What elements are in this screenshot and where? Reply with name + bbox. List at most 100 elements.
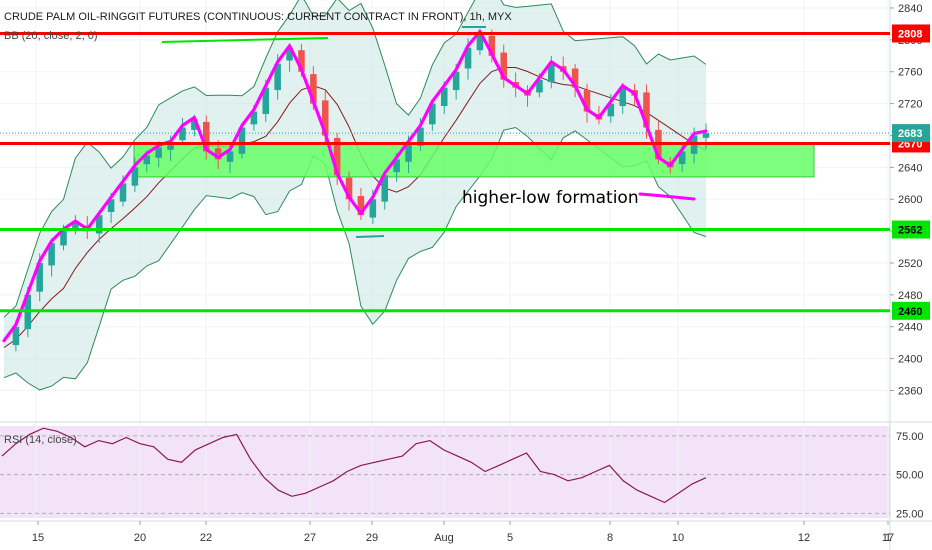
candle-body: [702, 133, 710, 138]
candle-body: [452, 71, 460, 91]
time-tick-label: 5: [507, 532, 513, 544]
time-tick-label: 22: [200, 532, 212, 544]
candle-body: [48, 243, 55, 266]
price-tick-label: 2360: [898, 385, 922, 397]
low-marker-line: [355, 235, 385, 238]
candle-body: [607, 103, 615, 117]
rsi-line: [1, 427, 707, 504]
candle-body: [369, 199, 377, 218]
candle-body: [274, 63, 281, 91]
price-tick-label: 2640: [898, 162, 922, 174]
bollinger-band-fill: [4, 0, 706, 390]
price-tick-label: 2480: [898, 290, 922, 302]
time-tick-label: 17: [882, 532, 894, 544]
time-tick-label: 1: [885, 532, 891, 544]
rsi-pane: 75.00 50.00 25.00: [0, 427, 924, 520]
price-tick-label: 2840: [898, 3, 922, 15]
price-badge-label: 2562: [898, 225, 922, 237]
time-tick-label: 27: [304, 532, 316, 544]
time-tick-label: 15: [32, 532, 44, 544]
time-tick-label: Aug: [434, 532, 454, 544]
candle-body: [619, 87, 626, 106]
candle-body: [202, 121, 210, 152]
candle-body: [571, 68, 579, 88]
candle-body: [214, 148, 222, 160]
price-badge-2562: [892, 220, 930, 239]
price-tick-label: 2440: [898, 322, 922, 334]
candle-body: [36, 262, 43, 292]
support-zone: [133, 142, 815, 178]
rsi-pane-background: [0, 426, 890, 518]
candle-body: [226, 151, 234, 162]
candle-body: [583, 90, 591, 112]
rsi-legend: RSI (14, close): [4, 434, 77, 446]
candle-body: [262, 87, 270, 114]
price-badge-2460: [892, 301, 930, 320]
candle-body: [131, 167, 139, 186]
candle-body: [60, 231, 67, 246]
candle-body: [333, 137, 341, 176]
candle-body: [155, 147, 162, 158]
candle-body: [464, 47, 472, 69]
price-badge-label: 2808: [898, 28, 922, 40]
bollinger-upper-band: [3, 0, 707, 318]
time-tick-label: 29: [366, 532, 378, 544]
candle-body: [393, 159, 400, 173]
candle-body: [119, 183, 127, 202]
candle-body: [548, 63, 555, 83]
candle-body: [310, 74, 317, 104]
bollinger-lower-band: [3, 126, 707, 391]
candle-body: [12, 326, 20, 346]
rsi-tick-label: 75.00: [896, 431, 924, 443]
horizontal-levels: [0, 31, 890, 313]
candle-body: [250, 111, 258, 125]
candle-body: [429, 103, 436, 125]
higher-low-underline: [638, 192, 696, 201]
rsi-tick-label: 50.00: [896, 470, 924, 482]
candle-body: [500, 52, 508, 80]
candle-body: [238, 127, 246, 154]
candle-body: [167, 143, 174, 150]
candle-body: [381, 175, 389, 202]
price-badge-2808: [892, 24, 930, 43]
price-tick-label: 2400: [898, 354, 922, 366]
rsi-tick-label: 25.00: [896, 508, 924, 520]
candle-body: [357, 196, 365, 216]
candle-body: [643, 92, 650, 128]
candle-body: [286, 47, 293, 61]
candle-body: [298, 50, 305, 72]
price-badge-label: 2460: [898, 306, 922, 318]
time-tick-label: 10: [672, 532, 684, 544]
candle-body: [488, 35, 496, 56]
price-tick-label: 2720: [898, 99, 922, 111]
candle-body: [678, 151, 686, 165]
candle-body: [476, 33, 484, 51]
time-tick-label: 20: [134, 532, 146, 544]
time-tick-label: 12: [798, 532, 810, 544]
bollinger-legend: BB (20, close, 2, 0): [4, 30, 98, 42]
candle-body: [107, 199, 115, 212]
top-marker-line: [161, 37, 329, 43]
candle-body: [191, 119, 198, 130]
trend-trace: [2, 29, 708, 343]
price-axis-labels: 2360240024402480252025602600264026802720…: [890, 3, 922, 397]
time-tick-label: 8: [607, 532, 613, 544]
candle-body: [72, 223, 79, 228]
last-price-badge: [892, 124, 930, 143]
candle-body: [95, 215, 103, 234]
higher-low-annotation: higher-low formation: [462, 188, 639, 208]
candle-body: [405, 143, 412, 162]
last-price-label: 2683: [898, 128, 922, 140]
price-tick-label: 2600: [898, 194, 922, 206]
price-tick-label: 2520: [898, 258, 922, 270]
candle-body: [536, 79, 543, 93]
candle-body: [321, 100, 329, 136]
time-axis-labels: 15 20 22 27 29 Aug 5 8 10 12 171: [32, 521, 894, 544]
candle-body: [417, 127, 424, 146]
price-tick-label: 2760: [898, 67, 922, 79]
chart-title: CRUDE PALM OIL-RINGGIT FUTURES (CONTINUO…: [4, 11, 512, 23]
candle-body: [440, 87, 448, 106]
